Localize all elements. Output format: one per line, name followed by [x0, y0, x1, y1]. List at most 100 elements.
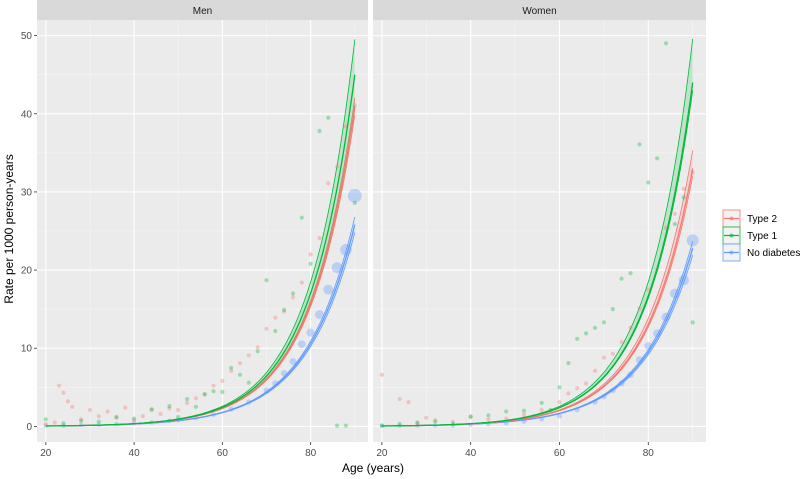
type2-data-point: [326, 181, 331, 186]
legend-label-nodiab: No diabetes: [747, 248, 800, 259]
type1-data-point: [601, 320, 607, 325]
type2-data-point: [628, 325, 633, 330]
type2-data-point: [610, 351, 615, 356]
type1-data-point: [264, 278, 269, 283]
x-tick-label: 40: [465, 448, 477, 459]
type1-data-point: [61, 421, 66, 426]
type2-data-point: [65, 399, 70, 404]
type2-data-point: [61, 390, 66, 395]
type1-data-point: [584, 331, 589, 336]
type1-data-point: [504, 409, 509, 414]
type1-data-point: [433, 419, 438, 424]
y-tick-label: 50: [21, 31, 33, 42]
type1-data-point: [193, 404, 198, 409]
type2-data-point: [433, 418, 438, 423]
legend: Type 2 Type 1 No diabetes: [722, 209, 800, 262]
x-tick-label: 60: [554, 448, 566, 459]
type2-data-point: [246, 353, 251, 358]
nodiab-data-point: [331, 262, 343, 274]
nodiab-data-point: [661, 312, 671, 322]
type2-data-point: [299, 280, 304, 285]
type2-data-point: [619, 339, 624, 345]
type2-data-point: [646, 287, 651, 292]
type2-data-point: [158, 411, 163, 416]
type1-data-point: [566, 361, 571, 366]
type1-data-point: [672, 221, 678, 227]
nodiab-data-point: [601, 393, 607, 400]
legend-label-type2: Type 2: [747, 214, 777, 225]
type1-data-point: [575, 336, 580, 341]
strip-label: Women: [522, 6, 556, 17]
type2-data-point: [193, 396, 198, 401]
type2-data-point: [87, 407, 93, 413]
type2-data-point: [637, 306, 642, 311]
type1-data-point: [308, 261, 313, 266]
type2-data-point: [176, 407, 181, 413]
type1-data-point: [79, 418, 84, 423]
type1-data-point: [468, 414, 473, 420]
x-tick-label: 80: [305, 448, 317, 459]
type1-data-point: [185, 396, 190, 402]
type2-data-point: [681, 186, 686, 191]
nodiab-data-point: [557, 413, 562, 419]
type2-data-point: [406, 400, 411, 405]
nodiab-data-point: [340, 244, 352, 256]
type2-data-point: [566, 391, 571, 396]
type1-data-point: [539, 400, 544, 405]
type2-data-point: [123, 405, 128, 410]
type1-data-point: [335, 423, 340, 428]
type1-data-point: [646, 180, 651, 185]
type1-fit-line: [381, 82, 694, 427]
type2-data-point: [57, 383, 62, 388]
type1-data-point: [592, 325, 598, 330]
x-tick-label: 80: [643, 448, 655, 459]
type1-data-point: [628, 271, 633, 276]
nodiab-data-point: [686, 234, 699, 247]
type1-data-point: [290, 291, 296, 296]
type2-data-point: [237, 361, 243, 366]
type1-data-point: [43, 417, 48, 422]
type1-data-point: [202, 392, 207, 397]
type2-data-point: [264, 326, 269, 331]
type1-data-point: [299, 215, 304, 220]
type2-data-point: [521, 412, 527, 417]
nodiab-data-point: [347, 188, 362, 203]
strip-background: [373, 0, 706, 20]
type2-data-point: [149, 407, 154, 413]
legend-key-point-type1: [729, 233, 734, 238]
type2-data-point: [557, 400, 562, 405]
type1-data-point: [397, 421, 402, 427]
type1-data-point: [237, 372, 243, 377]
type2-data-point: [96, 414, 101, 419]
strip-label: Men: [193, 6, 212, 17]
type2-data-point: [486, 417, 491, 422]
type1-data-point: [637, 142, 642, 147]
nodiab-data-point: [297, 340, 306, 349]
type1-data-point: [690, 320, 695, 325]
legend-key-point-nodiab: [729, 250, 734, 255]
legend-label-type1: Type 1: [747, 231, 777, 242]
type1-data-point: [317, 128, 322, 134]
type2-data-point: [672, 211, 678, 216]
type1-data-point: [132, 416, 137, 421]
type2-data-point: [255, 345, 260, 350]
type1-data-point: [326, 115, 331, 120]
type2-data-point: [282, 309, 287, 314]
type1-data-point: [96, 419, 101, 424]
strip-background: [37, 0, 368, 20]
panel-men: Men 20 40 60 80 0 10 20 30 40 50: [21, 0, 368, 459]
nodiab-data-point: [78, 422, 84, 427]
type1-data-point: [282, 307, 287, 312]
x-tick-label: 60: [217, 448, 229, 459]
type2-data-point: [79, 417, 84, 422]
type2-data-point: [114, 415, 119, 420]
type1-data-point: [273, 328, 278, 334]
type2-data-point: [415, 421, 420, 426]
type2-data-point: [450, 419, 455, 424]
x-axis-title: Age (years): [342, 461, 404, 475]
panel-women: Women 20 40 60 80: [373, 0, 706, 459]
type1-data-point: [663, 41, 669, 46]
x-tick-label: 40: [129, 448, 141, 459]
y-tick-label: 30: [21, 187, 33, 198]
